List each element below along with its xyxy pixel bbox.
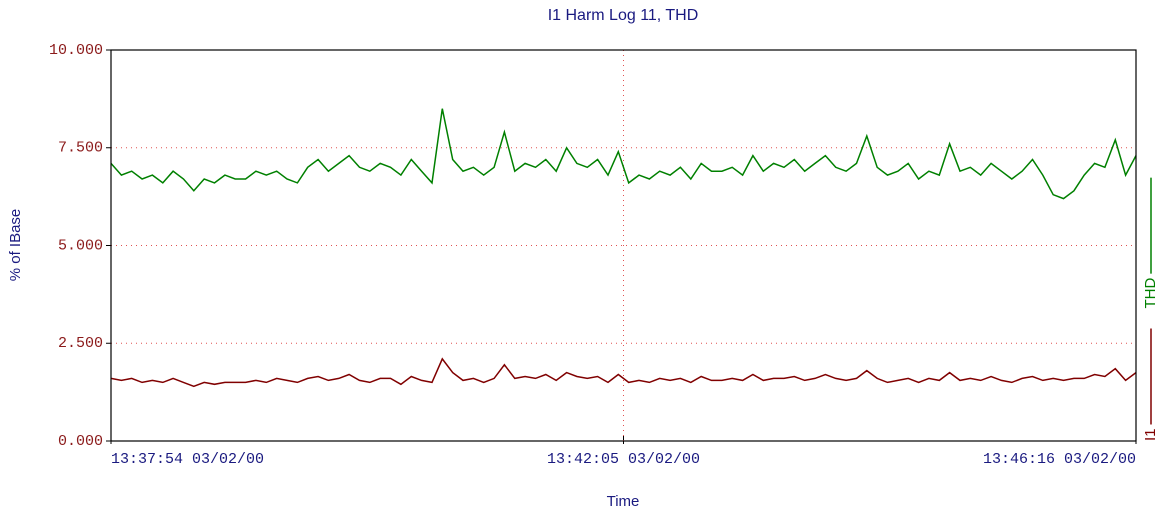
plot-frame <box>110 49 1137 442</box>
y-tick-label: 2.500 <box>58 335 103 352</box>
x-tick-label: 13:37:54 03/02/00 <box>111 451 264 468</box>
legend-label: I1 <box>1142 428 1156 441</box>
chart-title: I1 Harm Log 11, THD <box>548 7 699 24</box>
y-tick-label: 7.500 <box>58 140 103 157</box>
y-axis-label: % of IBase <box>7 209 24 282</box>
legend-label: THD <box>1142 277 1156 308</box>
line-series <box>110 357 1137 388</box>
legend: I1 THD <box>1142 177 1156 441</box>
y-tick-label: 10.000 <box>49 42 103 59</box>
line-series <box>110 108 1137 200</box>
x-tick-label: 13:46:16 03/02/00 <box>983 451 1136 468</box>
x-tick-label: 13:42:05 03/02/00 <box>547 451 700 468</box>
y-tick-label: 5.000 <box>58 237 103 254</box>
x-axis-label: Time <box>607 493 640 510</box>
y-tick-label: 0.000 <box>58 433 103 450</box>
